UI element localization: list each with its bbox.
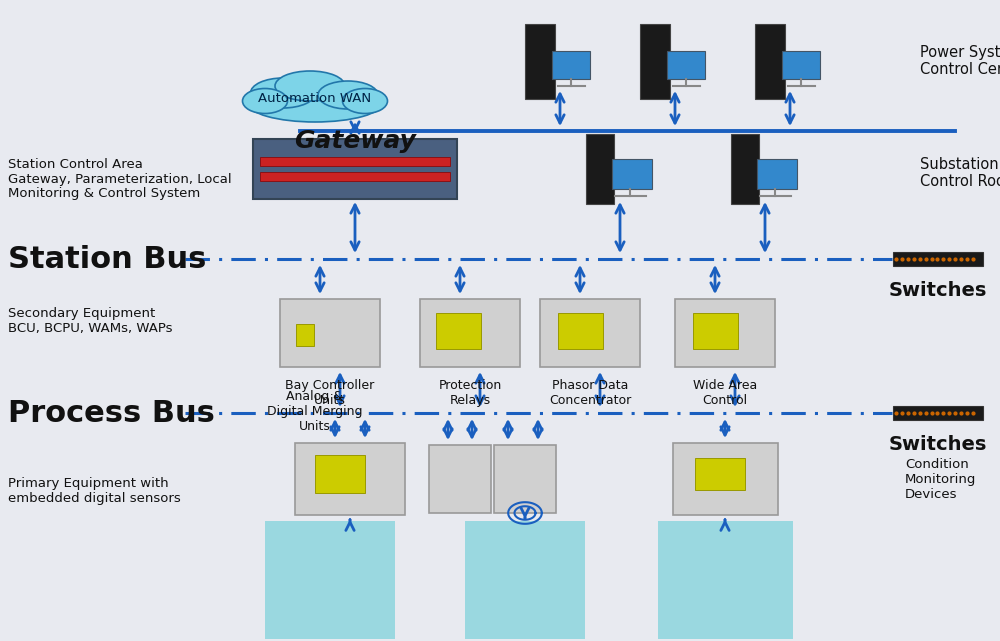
FancyBboxPatch shape xyxy=(252,139,457,199)
Text: Secondary Equipment
BCU, BCPU, WAMs, WAPs: Secondary Equipment BCU, BCPU, WAMs, WAP… xyxy=(8,307,173,335)
Text: Condition
Monitoring
Devices: Condition Monitoring Devices xyxy=(905,458,976,501)
Text: Power System
Control Centre: Power System Control Centre xyxy=(920,45,1000,77)
FancyBboxPatch shape xyxy=(540,299,640,367)
Text: Station Control Area
Gateway, Parameterization, Local
Monitoring & Control Syste: Station Control Area Gateway, Parameteri… xyxy=(8,158,232,201)
FancyBboxPatch shape xyxy=(420,299,520,367)
FancyBboxPatch shape xyxy=(695,458,745,490)
FancyBboxPatch shape xyxy=(265,521,395,639)
FancyBboxPatch shape xyxy=(494,445,556,513)
Text: Process Bus: Process Bus xyxy=(8,399,215,428)
FancyBboxPatch shape xyxy=(893,406,983,419)
Ellipse shape xyxy=(242,88,288,113)
FancyBboxPatch shape xyxy=(757,159,797,189)
FancyBboxPatch shape xyxy=(295,443,405,515)
FancyBboxPatch shape xyxy=(731,134,759,204)
Text: Automation WAN: Automation WAN xyxy=(258,92,372,104)
FancyBboxPatch shape xyxy=(280,299,380,367)
FancyBboxPatch shape xyxy=(436,313,481,349)
Text: Gateway: Gateway xyxy=(294,129,416,153)
FancyBboxPatch shape xyxy=(658,521,793,639)
Ellipse shape xyxy=(318,81,378,109)
Text: Wide Area
Control: Wide Area Control xyxy=(693,379,757,407)
Text: Switches: Switches xyxy=(889,435,987,454)
FancyBboxPatch shape xyxy=(429,445,491,513)
Text: Switches: Switches xyxy=(889,281,987,300)
FancyBboxPatch shape xyxy=(315,455,365,493)
Ellipse shape xyxy=(342,88,388,113)
FancyBboxPatch shape xyxy=(260,157,450,166)
Text: Analog &
Digital Merging
Units: Analog & Digital Merging Units xyxy=(267,390,363,433)
FancyBboxPatch shape xyxy=(672,443,778,515)
FancyBboxPatch shape xyxy=(525,24,555,99)
FancyBboxPatch shape xyxy=(640,24,670,99)
FancyBboxPatch shape xyxy=(667,51,705,79)
Text: Station Bus: Station Bus xyxy=(8,244,206,274)
Ellipse shape xyxy=(250,78,316,108)
FancyBboxPatch shape xyxy=(612,159,652,189)
FancyBboxPatch shape xyxy=(558,313,603,349)
Text: Substation
Control Room: Substation Control Room xyxy=(920,157,1000,189)
FancyBboxPatch shape xyxy=(552,51,590,79)
Text: Bay Controller
Units: Bay Controller Units xyxy=(285,379,375,407)
FancyBboxPatch shape xyxy=(893,251,983,265)
FancyBboxPatch shape xyxy=(675,299,775,367)
FancyBboxPatch shape xyxy=(586,134,614,204)
Ellipse shape xyxy=(275,71,345,101)
Text: Primary Equipment with
embedded digital sensors: Primary Equipment with embedded digital … xyxy=(8,477,181,505)
FancyBboxPatch shape xyxy=(296,324,314,346)
Text: Phasor Data
Concentrator: Phasor Data Concentrator xyxy=(549,379,631,407)
Ellipse shape xyxy=(248,84,382,122)
FancyBboxPatch shape xyxy=(260,172,450,181)
FancyBboxPatch shape xyxy=(782,51,820,79)
Text: Protection
Relays: Protection Relays xyxy=(438,379,502,407)
FancyBboxPatch shape xyxy=(465,521,585,639)
FancyBboxPatch shape xyxy=(755,24,785,99)
FancyBboxPatch shape xyxy=(693,313,738,349)
